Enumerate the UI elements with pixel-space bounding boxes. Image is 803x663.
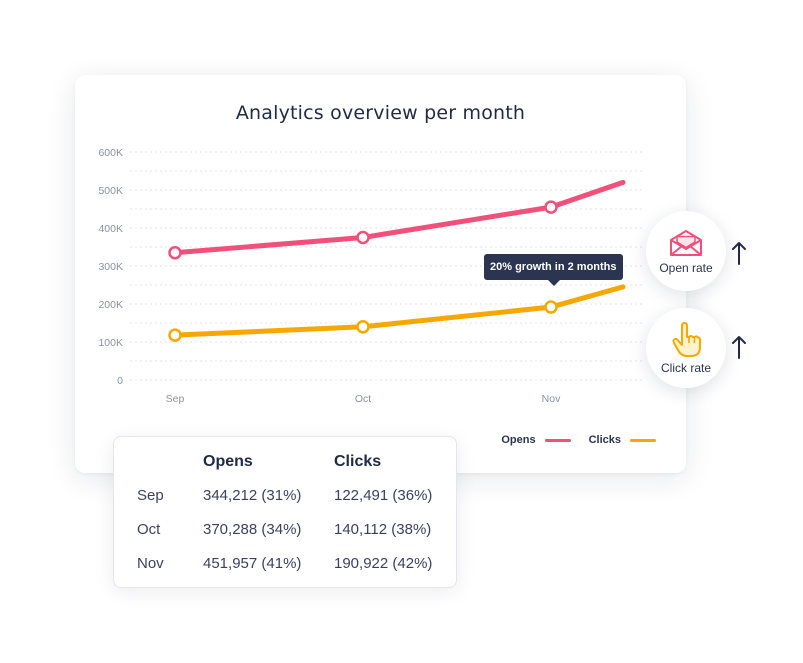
arrow-up-icon [732, 242, 746, 265]
legend-label-clicks: Clicks [588, 434, 621, 446]
legend-label-opens: Opens [501, 434, 536, 446]
x-tick-label: Sep [166, 393, 185, 405]
click-rate-label: Click rate [660, 360, 711, 375]
data-point-opens [544, 200, 558, 214]
legend-item-clicks: Clicks [589, 434, 656, 446]
table-cell-month: Nov [137, 555, 164, 572]
table-header-clicks: Clicks [334, 453, 382, 470]
legend-swatch-clicks [630, 438, 656, 442]
table-cell-clicks: 190,922 (42%) [334, 555, 433, 572]
chart-title: Analytics overview per month [235, 102, 526, 124]
series-line-clicks [172, 284, 626, 338]
table-cell-opens: 370,288 (34%) [203, 521, 302, 538]
data-point-clicks [168, 328, 182, 342]
y-tick-label: 300K [98, 261, 123, 273]
open-rate-badge: Open rate [646, 211, 726, 291]
y-tick-label: 100K [98, 337, 123, 349]
table-cell-month: Oct [137, 521, 161, 538]
series-line-opens [172, 179, 626, 256]
table-header-opens: Opens [203, 453, 253, 470]
y-tick-label: 200K [98, 299, 123, 311]
table-cell-clicks: 122,491 (36%) [334, 487, 433, 504]
y-tick-label: 400K [98, 223, 123, 235]
data-point-clicks [356, 320, 370, 334]
table-cell-clicks: 140,112 (38%) [334, 521, 432, 538]
legend-swatch-opens [544, 438, 571, 442]
pointing-hand-icon [672, 321, 701, 357]
table-cell-month: Sep [137, 487, 164, 504]
chart-legend: Opens Clicks [501, 434, 656, 446]
stats-table: Opens Clicks Sep 344,212 (31%) 122,491 (… [113, 436, 457, 588]
legend-item-opens: Opens [501, 434, 571, 446]
analytics-card: Analytics overview per month 0 100K 200K 30… [75, 75, 686, 473]
click-rate-badge: Click rate [646, 308, 726, 388]
line-chart: 0 100K 200K 300K 400K 500K 600K Sep Oct Nov [98, 147, 645, 405]
y-tick-label: 0 [117, 375, 123, 387]
data-point-clicks [544, 300, 558, 314]
table-cell-opens: 451,957 (41%) [203, 555, 302, 572]
data-point-opens [356, 230, 370, 245]
open-rate-label: Open rate [659, 260, 713, 275]
y-tick-label: 500K [98, 185, 123, 197]
x-tick-label: Oct [355, 393, 371, 405]
y-tick-label: 600K [98, 147, 123, 159]
arrow-up-icon [732, 336, 746, 359]
envelope-icon [670, 229, 702, 256]
x-tick-label: Nov [542, 393, 561, 405]
growth-tooltip: 20% growth in 2 months [484, 254, 623, 286]
table-cell-opens: 344,212 (31%) [203, 487, 302, 504]
data-point-opens [168, 245, 182, 260]
